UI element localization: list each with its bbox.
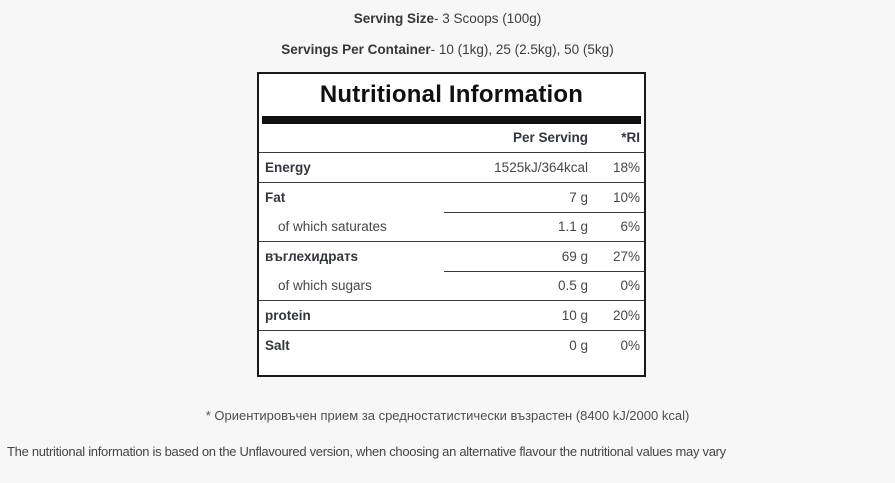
row-label: Salt [265,338,290,353]
serving-size-line: Serving Size- 3 Scoops (100g) [0,11,895,27]
row-ri-value: 20% [612,308,640,323]
header-ri: *RI [621,130,640,145]
row-per-serving-value: 0.5 g [557,278,588,293]
row-ri-value: 10% [612,190,640,205]
nutrition-row: Fat 7 g 10% [259,182,644,212]
row-ri-value: 0% [620,338,640,353]
nutrition-row: protein 10 g 20% [259,300,644,330]
header-divider-bar [262,116,641,124]
header-per-serving: Per Serving [512,130,588,145]
row-label: protein [265,308,311,323]
nutrition-table-header: Per Serving *RI [259,124,644,152]
row-label: въглехидратs [265,249,359,264]
serving-size-label: Serving Size [353,11,434,26]
row-label: of which saturates [278,219,387,234]
row-per-serving-value: 1525kJ/364kcal [494,160,588,175]
row-per-serving-value: 69 g [561,249,588,264]
nutrition-subrow: of which sugars 0.5 g 0% [259,271,644,300]
nutrition-row: Energy 1525kJ/364kcal 18% [259,152,644,182]
reference-intake-footnote: * Ориентировъчен прием за средностатисти… [205,408,690,423]
nutrition-row: Salt 0 g 0% [259,330,644,360]
servings-per-container-label: Servings Per Container [281,42,431,57]
row-ri-value: 18% [612,160,640,175]
servings-per-container-line: Servings Per Container- 10 (1kg), 25 (2.… [0,42,895,58]
row-per-serving-value: 1.1 g [557,219,588,234]
row-ri-value: 27% [612,249,640,264]
row-per-serving-value: 0 g [569,338,588,353]
header-spacer [265,124,440,152]
row-ri-value: 6% [620,219,640,234]
serving-size-value: - 3 Scoops (100g) [433,11,542,26]
nutrition-table-title: Nutritional Information [319,81,584,108]
row-ri-value: 0% [620,278,640,293]
row-label: Energy [265,160,311,175]
servings-per-container-value: - 10 (1kg), 25 (2.5kg), 50 (5kg) [430,42,614,57]
row-label: of which sugars [278,278,372,293]
flavour-disclaimer: The nutritional information is based on … [7,444,726,459]
nutrition-table: Nutritional Information Per Serving *RI … [257,72,646,377]
nutrition-row: въглехидратs 69 g 27% [259,241,644,271]
row-per-serving-value: 7 g [569,190,588,205]
nutrition-table-body: Energy 1525kJ/364kcal 18% Fat 7 g 10% of which… [259,152,644,375]
nutrition-subrow: of which saturates 1.1 g 6% [259,212,644,241]
row-label: Fat [265,190,286,205]
row-per-serving-value: 10 g [561,308,588,323]
